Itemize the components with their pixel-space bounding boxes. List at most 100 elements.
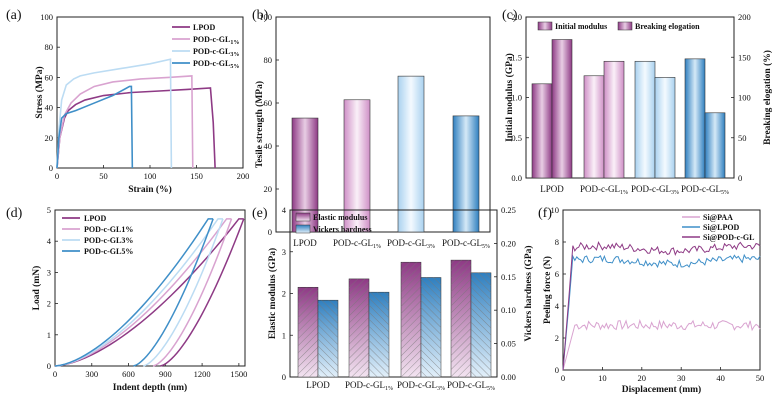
- e-legend-swatch: [295, 212, 311, 222]
- f-x-tick-label: 0: [561, 373, 565, 383]
- c-elongation-bar: [603, 60, 625, 179]
- a-x-tick-label: 0: [55, 171, 59, 181]
- e-y2-tick-label: 0.15: [501, 272, 516, 282]
- d-unloading-curve: [133, 218, 214, 367]
- panel-f: (f) 0 2 4 6 8 10 0 10 20 30 40 50 Displacement (mm) Pe…: [538, 205, 764, 395]
- e-y-tick-label: 3: [282, 247, 286, 257]
- b-bar: [397, 75, 425, 233]
- c-category-label: POD-c-GL1%: [580, 184, 628, 196]
- c-category-label: POD-c-GL3%: [631, 184, 679, 196]
- d-y-tick-label: 3: [47, 267, 51, 277]
- a-xlabel: Strain (%): [128, 184, 172, 195]
- panel-label: (b): [252, 8, 269, 23]
- d-x-tick-label: 1200: [194, 369, 211, 379]
- a-x-tick-label: 150: [190, 171, 203, 181]
- f-series-line: [562, 240, 761, 371]
- d-x-tick-label: 600: [122, 369, 135, 379]
- c-modulus-bar: [684, 58, 706, 179]
- c-category-label: LPOD: [540, 184, 564, 194]
- d-legend-label: LPOD: [84, 214, 106, 223]
- b-category-label: POD-c-GL3%: [387, 238, 435, 250]
- b-y-tick-label: 40: [264, 141, 273, 151]
- d-y-tick-label: 4: [47, 236, 52, 246]
- c-y-tick-label: 2.0: [511, 12, 522, 22]
- e-ylabel: Elastic modulus (GPa): [267, 248, 278, 339]
- e-y2-tick-label: 0.25: [501, 205, 516, 215]
- f-ylabel: Peeling force (N): [542, 256, 553, 324]
- c-y2-tick-label: 50: [738, 133, 747, 143]
- c-modulus-bar: [583, 75, 605, 179]
- e-y2-tick-label: 0.10: [501, 305, 516, 315]
- a-series-line: [56, 58, 173, 169]
- panel-label: (f): [538, 206, 552, 221]
- d-unloading-curve: [152, 218, 233, 367]
- f-series-line: [562, 318, 761, 371]
- f-legend-label: Si@PAA: [703, 213, 733, 222]
- e-category-label: LPOD: [306, 380, 330, 390]
- panel-a: (a) 0 20 40 60 80 100 0 50 100 150 200 Strain (%) Str…: [6, 8, 249, 195]
- b-y-tick-label: 100: [259, 12, 272, 22]
- e-modulus-bar-hatch: [451, 260, 471, 377]
- f-y-tick-label: 0: [555, 365, 559, 375]
- f-y-tick-label: 10: [551, 205, 560, 215]
- d-x-tick-label: 900: [159, 369, 172, 379]
- e-y2-tick-label: 0.05: [501, 339, 516, 349]
- c-y-tick-label: 1.0: [511, 93, 522, 103]
- a-legend-label: POD-c-GL1%: [193, 35, 239, 46]
- f-x-tick-label: 30: [677, 373, 686, 383]
- e-y-tick-label: 2: [282, 289, 286, 299]
- c-legend-swatch: [617, 21, 633, 31]
- c-y2-tick-label: 0: [738, 173, 742, 183]
- d-legend-label: POD-c-GL3%: [84, 236, 133, 245]
- c-modulus-bar: [634, 60, 656, 179]
- c-y2-tick-label: 200: [738, 12, 751, 22]
- c-elongation-bar: [704, 112, 726, 179]
- f-series-line: [562, 253, 761, 371]
- a-series-line: [56, 75, 194, 169]
- b-y-tick-label: 0: [268, 227, 272, 237]
- d-x-tick-label: 1500: [230, 369, 247, 379]
- f-x-tick-label: 40: [716, 373, 725, 383]
- e-y-tick-label: 0: [282, 372, 286, 382]
- a-y-tick-label: 20: [45, 133, 54, 143]
- d-loading-curve: [54, 218, 244, 367]
- e-modulus-bar-hatch: [401, 262, 421, 377]
- a-series-line: [56, 85, 134, 169]
- d-loading-curve: [54, 218, 214, 367]
- panel-c: (c) 0.0 0.5 1.0 1.5 2.0 0 50 100 150 200 Initial mo…: [502, 8, 773, 196]
- d-y-tick-label: 2: [47, 299, 51, 309]
- b-category-label: POD-c-GL5%: [442, 238, 490, 250]
- d-legend-label: POD-c-GL5%: [84, 247, 133, 256]
- b-category-label: LPOD: [293, 238, 317, 248]
- f-legend-label: Si@POD-c-GL: [703, 233, 754, 242]
- b-ylabel: Tesile strength (MPa): [254, 81, 265, 168]
- f-legend-label: Si@LPOD: [703, 223, 740, 232]
- axes-frame: [54, 209, 246, 367]
- a-y-tick-label: 0: [49, 163, 53, 173]
- c-legend-swatch: [537, 21, 553, 31]
- panel-b: (b) 0 20 40 60 80 100 Tesile strength (MPa) LPOD…: [252, 8, 491, 250]
- f-y-tick-label: 4: [555, 301, 560, 311]
- a-y-tick-label: 80: [45, 42, 54, 52]
- e-category-label: POD-c-GL5%: [447, 380, 495, 392]
- e-modulus-bar-hatch: [298, 287, 318, 377]
- a-ylabel: Stress (MPa): [34, 66, 45, 118]
- d-y-tick-label: 5: [47, 205, 51, 215]
- e-hardness-bar-hatch: [421, 277, 441, 377]
- c-ylabel: Initial modulus (GPa): [504, 53, 515, 142]
- a-y-tick-label: 40: [45, 103, 54, 113]
- b-category-label: POD-c-GL1%: [333, 238, 381, 250]
- d-unloading-curve: [143, 218, 224, 367]
- f-y-tick-label: 8: [555, 237, 559, 247]
- panel-label: (e): [252, 206, 268, 221]
- a-legend-label: POD-c-GL5%: [193, 59, 239, 70]
- d-y-tick-label: 0: [47, 361, 51, 371]
- panel-label: (a): [6, 8, 22, 23]
- a-x-tick-label: 200: [237, 171, 250, 181]
- b-y-tick-label: 60: [264, 98, 273, 108]
- b-bar: [452, 115, 480, 233]
- d-loading-curve: [54, 218, 223, 367]
- a-legend-label: POD-c-GL3%: [193, 47, 239, 58]
- panel-d: (d) 0 1 2 3 4 5 0 300 600 900 1200 1500 Indent depth …: [6, 205, 247, 393]
- d-legend-label: POD-c-GL1%: [84, 225, 133, 234]
